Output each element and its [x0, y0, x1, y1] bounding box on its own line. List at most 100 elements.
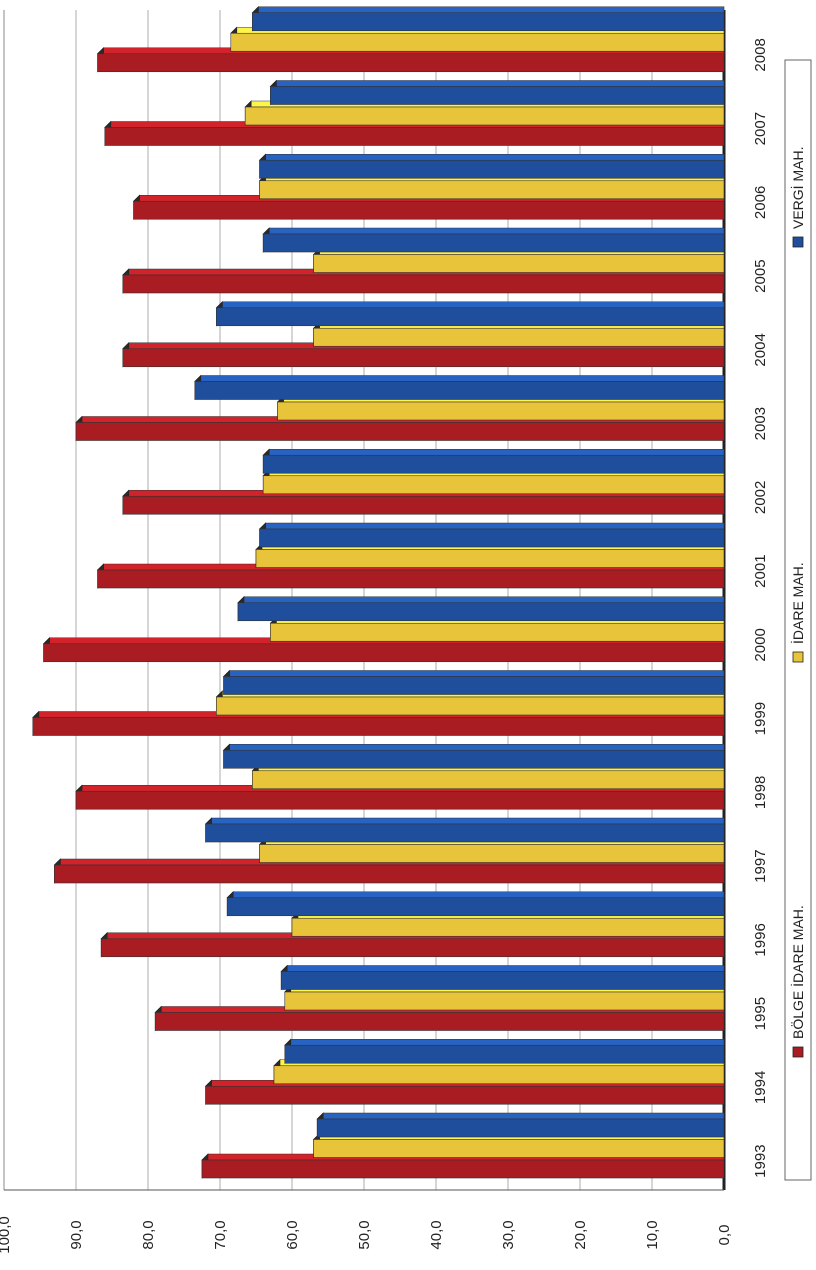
- bar-front-face: [54, 864, 725, 884]
- bar-front-face: [291, 917, 725, 937]
- bar-front-face: [32, 717, 725, 736]
- bar-top-face: [215, 301, 725, 309]
- bar: [215, 301, 725, 327]
- bar-front-face: [122, 274, 725, 294]
- value-tick-label: 60,0: [284, 1220, 301, 1249]
- category-tick-label: 2001: [752, 554, 769, 587]
- bar-front-face: [259, 159, 725, 179]
- value-tick-label: 0,0: [716, 1225, 733, 1246]
- bar-front-face: [75, 790, 725, 810]
- value-tick-label: 100,0: [0, 1216, 13, 1254]
- bar-top-face: [251, 6, 725, 14]
- category-tick-label: 1996: [752, 923, 769, 956]
- bar-front-face: [313, 1139, 725, 1158]
- bar-top-face: [222, 670, 725, 677]
- legend-swatch: [792, 236, 804, 248]
- bar-front-face: [262, 454, 725, 474]
- bar-front-face: [97, 53, 725, 73]
- value-tick-label: 90,0: [68, 1220, 85, 1249]
- bar: [194, 374, 725, 401]
- bar-front-face: [43, 643, 725, 663]
- bar-top-face: [237, 596, 725, 604]
- bar: [316, 1112, 725, 1138]
- bar-front-face: [270, 622, 725, 642]
- bar-front-face: [100, 938, 725, 958]
- bar-front-face: [104, 127, 725, 146]
- category-tick-label: 1994: [752, 1071, 769, 1104]
- bar-front-face: [133, 200, 725, 220]
- legend-swatch: [792, 1046, 804, 1058]
- category-axis-ticks: 1993 1994 1995 1996 1997 1998 1999 2000 2001 2002…: [752, 38, 769, 1178]
- bar-front-face: [259, 180, 725, 200]
- value-tick-label: 70,0: [212, 1220, 229, 1249]
- category-tick-label: 1999: [752, 702, 769, 735]
- legend-label: BÖLGE İDARE MAH.: [789, 905, 806, 1039]
- bar-front-face: [262, 475, 725, 495]
- bar-front-face: [259, 528, 725, 548]
- category-tick-label: 2008: [752, 38, 769, 71]
- bar-front-face: [273, 1065, 725, 1085]
- bar: [222, 669, 725, 696]
- value-tick-label: 40,0: [428, 1220, 445, 1249]
- bar-top-face: [316, 1112, 725, 1120]
- bar-front-face: [262, 233, 725, 253]
- category-tick-label: 1993: [752, 1144, 769, 1177]
- bar-top-face: [222, 743, 725, 751]
- legend-swatch: [792, 651, 804, 663]
- bar-front-face: [313, 327, 725, 347]
- bar-front-face: [75, 422, 725, 441]
- bar-top-face: [280, 965, 725, 972]
- bar-front-face: [122, 495, 725, 515]
- bar-front-face: [230, 32, 725, 52]
- bar-top-face: [226, 891, 725, 899]
- legend-label: VERGİ MAH.: [789, 147, 806, 229]
- bar-front-face: [194, 381, 725, 400]
- category-tick-label: 2003: [752, 407, 769, 440]
- bar-front-face: [154, 1012, 725, 1031]
- bar: [269, 79, 725, 106]
- bar: [226, 891, 725, 917]
- bar-front-face: [216, 696, 725, 716]
- category-tick-label: 2006: [752, 186, 769, 219]
- bar-top-face: [258, 153, 725, 161]
- bar-top-face: [269, 80, 725, 87]
- bar-front-face: [223, 749, 725, 769]
- bar: [96, 47, 725, 73]
- bar: [222, 743, 725, 769]
- category-tick-label: 2000: [752, 628, 769, 661]
- bar: [262, 227, 725, 253]
- bar-front-face: [252, 12, 725, 32]
- value-axis-ticks: 0,0 10,0 20,0 30,0 40,0 50,0 60,0 70,0 80,0 90,0 1…: [0, 1216, 733, 1254]
- bar-top-face: [204, 817, 725, 825]
- bar-front-face: [270, 86, 725, 105]
- bar-front-face: [122, 348, 725, 368]
- legend-label: İDARE MAH.: [789, 562, 806, 644]
- bar-front-face: [216, 307, 725, 327]
- legend: BÖLGE İDARE MAH. İDARE MAH. VERGİ MAH.: [784, 59, 812, 1181]
- bar: [204, 817, 725, 843]
- bar-front-face: [223, 676, 725, 695]
- bars: [32, 6, 725, 1179]
- bar-front-face: [277, 401, 725, 421]
- value-tick-label: 50,0: [356, 1220, 373, 1249]
- bar-front-face: [259, 844, 725, 863]
- category-tick-label: 1995: [752, 997, 769, 1030]
- bar-front-face: [255, 549, 725, 568]
- category-tick-label: 1997: [752, 849, 769, 882]
- bar-top-face: [262, 448, 725, 456]
- bar-front-face: [316, 1118, 725, 1138]
- bar-front-face: [226, 897, 725, 917]
- bar: [258, 522, 725, 548]
- bar-front-face: [201, 1159, 725, 1179]
- bar-top-face: [258, 522, 725, 530]
- category-tick-label: 2005: [752, 259, 769, 292]
- bar-front-face: [284, 1044, 725, 1064]
- bar-top-face: [284, 1038, 725, 1046]
- value-tick-label: 20,0: [572, 1220, 589, 1249]
- bar: [237, 596, 725, 622]
- category-tick-label: 1998: [752, 776, 769, 809]
- bar-front-face: [244, 106, 725, 126]
- bar: [284, 1038, 725, 1064]
- bar-front-face: [313, 254, 725, 273]
